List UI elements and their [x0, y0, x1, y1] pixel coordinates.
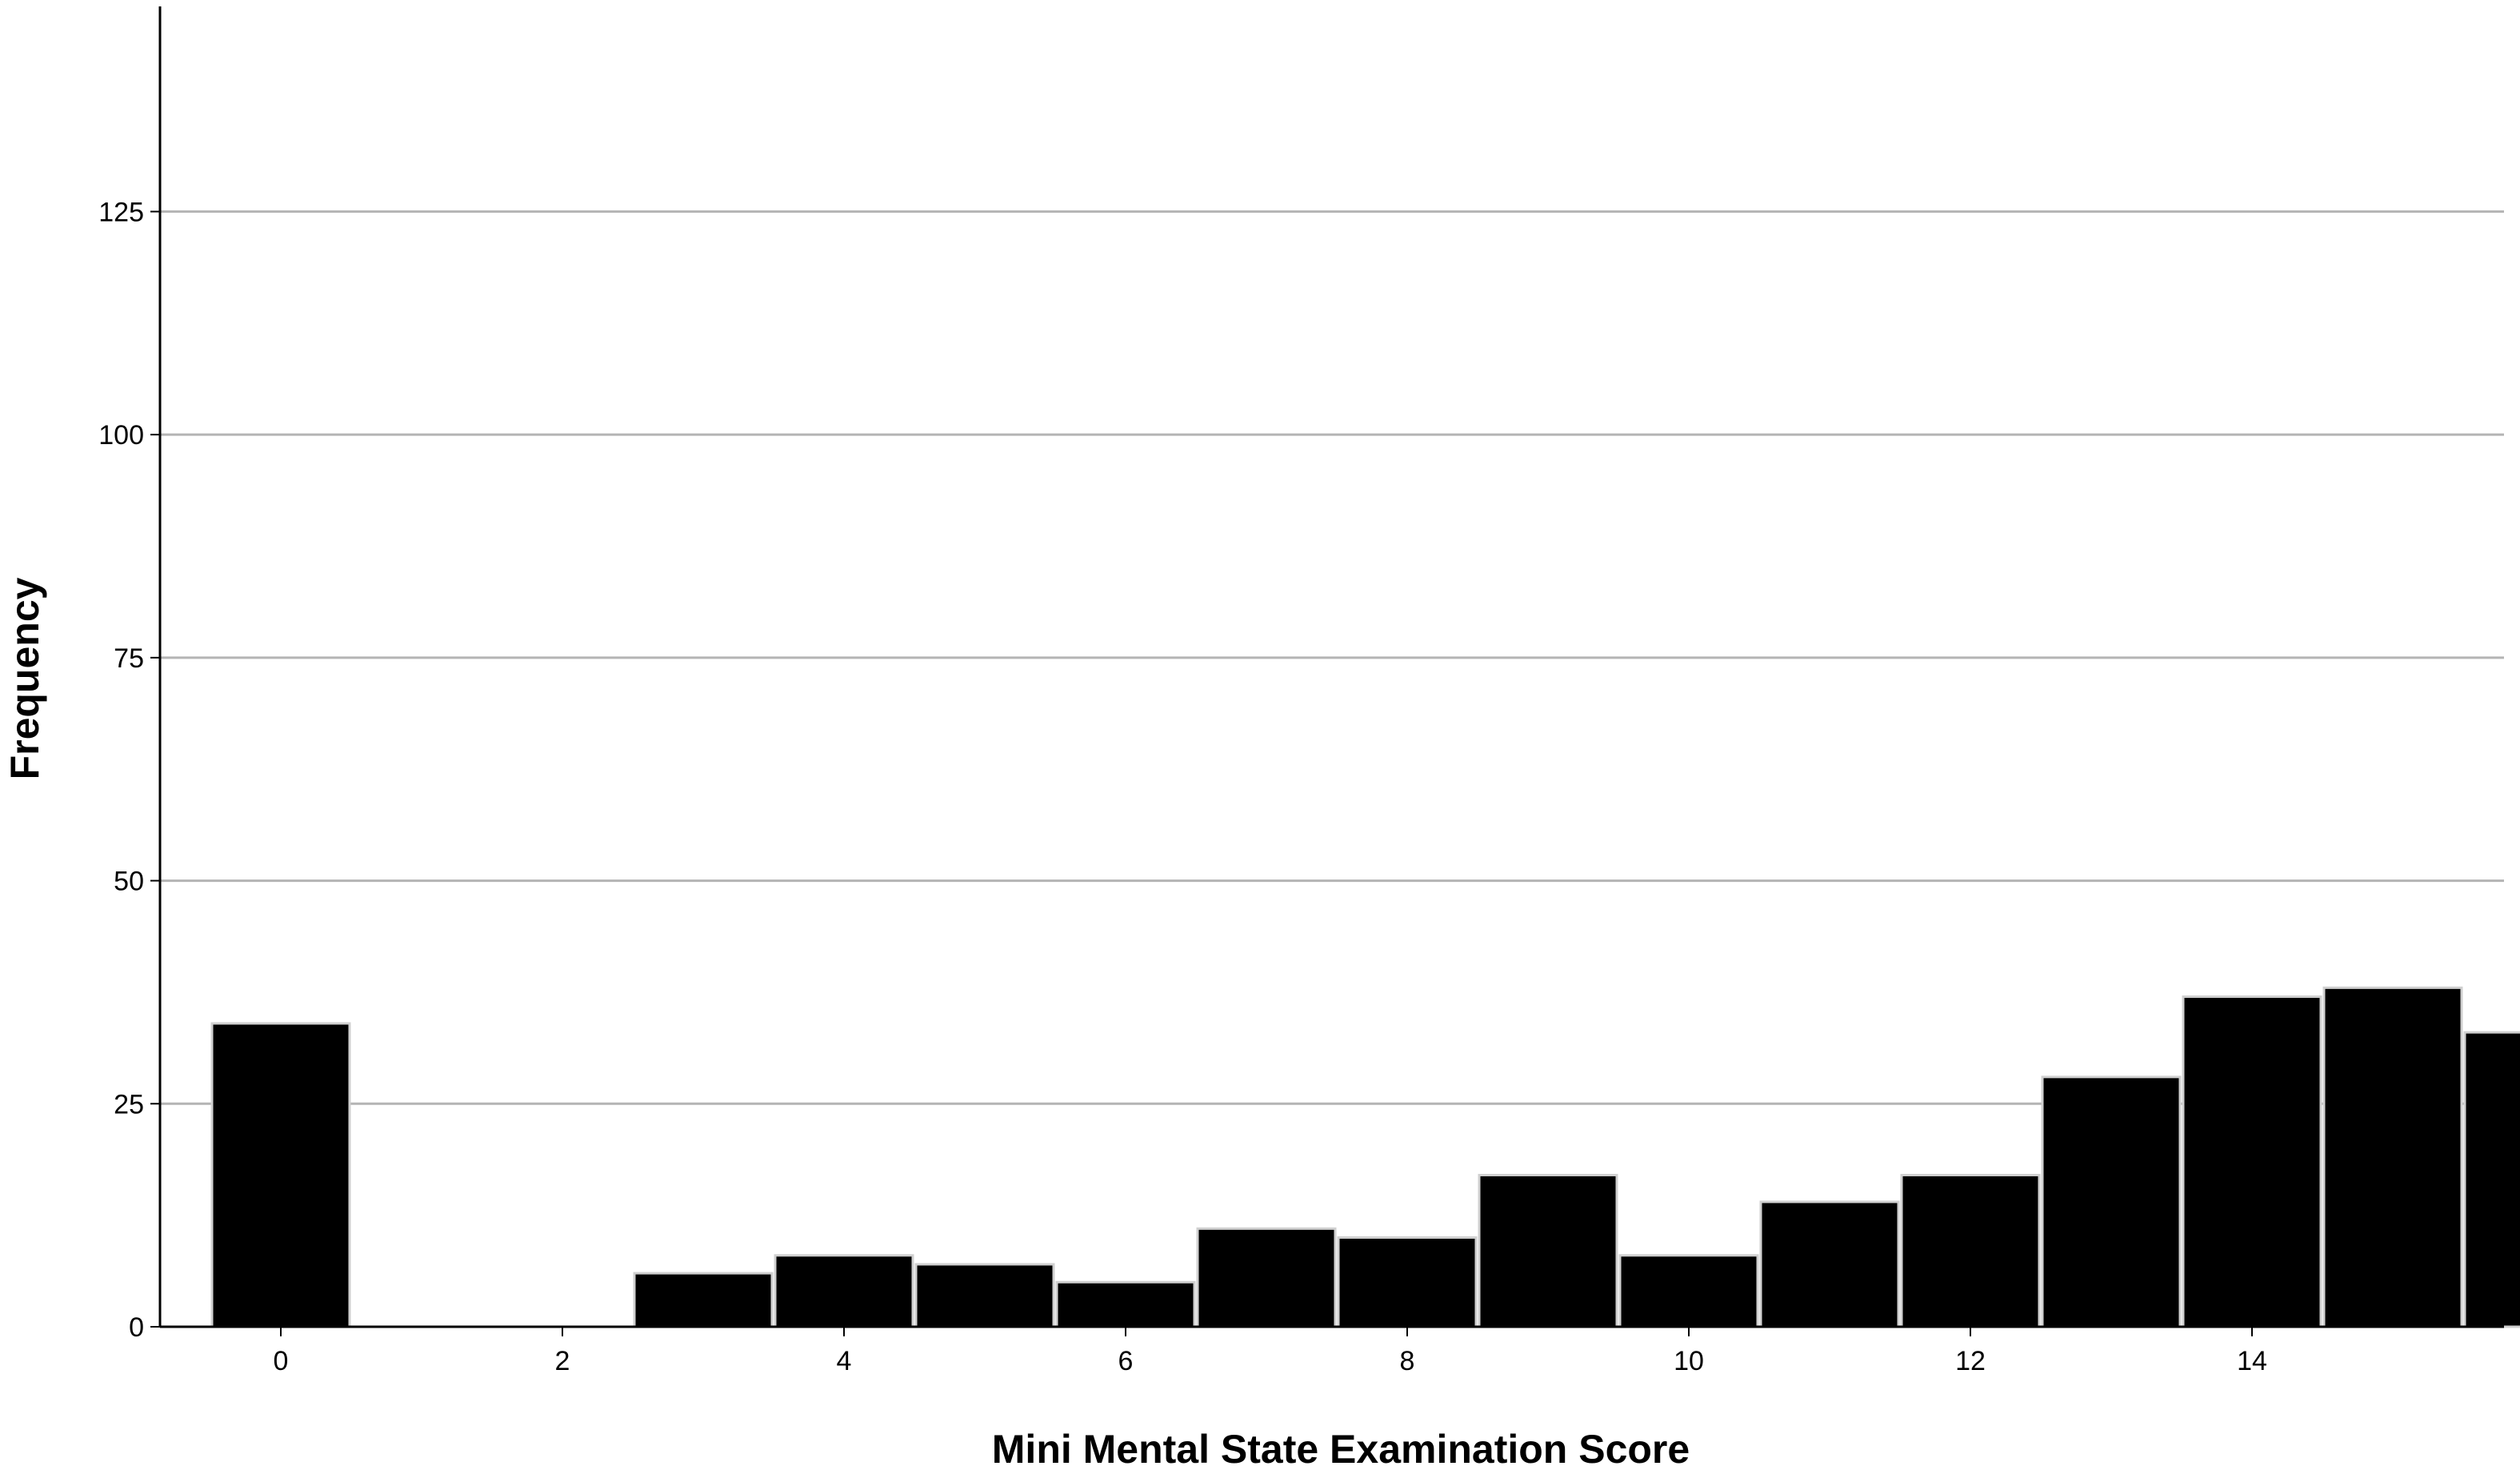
y-tick-labels: 0 25 50 75 100 125 — [98, 197, 144, 1343]
x-tick-label: 14 — [2237, 1346, 2267, 1376]
x-tick-label: 12 — [1955, 1346, 1986, 1376]
y-tick-label: 125 — [98, 197, 144, 227]
y-tick-label: 25 — [114, 1089, 144, 1120]
bar-score-7 — [1196, 1227, 1337, 1328]
bar-score-8 — [1337, 1236, 1478, 1328]
y-tick-label: 50 — [114, 867, 144, 897]
y-tick-label: 100 — [98, 420, 144, 451]
y-tick-label: 0 — [129, 1312, 144, 1343]
x-tick-label: 10 — [1674, 1346, 1704, 1376]
axes — [150, 6, 2504, 1336]
x-tick-label: 6 — [1118, 1346, 1134, 1376]
x-tick-label: 4 — [837, 1346, 852, 1376]
x-tick-label: 16 — [2518, 1346, 2520, 1376]
bar-score-3 — [633, 1272, 774, 1328]
x-tick-label: 0 — [274, 1346, 289, 1376]
bar-score-12 — [1900, 1173, 2041, 1328]
bar-score-16 — [2463, 1031, 2520, 1328]
x-axis-title: Mini Mental State Examination Score — [992, 1427, 1690, 1472]
bar-score-11 — [1759, 1200, 1900, 1328]
bar-score-0 — [210, 1022, 351, 1328]
bar-score-9 — [1478, 1173, 1618, 1328]
bar-score-15 — [2322, 986, 2463, 1328]
y-tick-label: 75 — [114, 643, 144, 674]
x-tick-labels: 024681012141618202224262830 — [274, 1346, 2520, 1376]
bar-score-6 — [1055, 1280, 1196, 1328]
bar-score-5 — [914, 1263, 1055, 1328]
bar-score-13 — [2041, 1075, 2182, 1328]
bar-score-10 — [1618, 1254, 1759, 1328]
x-tick-label: 2 — [555, 1346, 570, 1376]
bar-score-14 — [2182, 995, 2322, 1328]
bar-score-4 — [774, 1254, 914, 1328]
y-axis-title: Frequency — [2, 577, 47, 779]
x-tick-label: 8 — [1400, 1346, 1415, 1376]
bars — [210, 986, 2520, 1328]
